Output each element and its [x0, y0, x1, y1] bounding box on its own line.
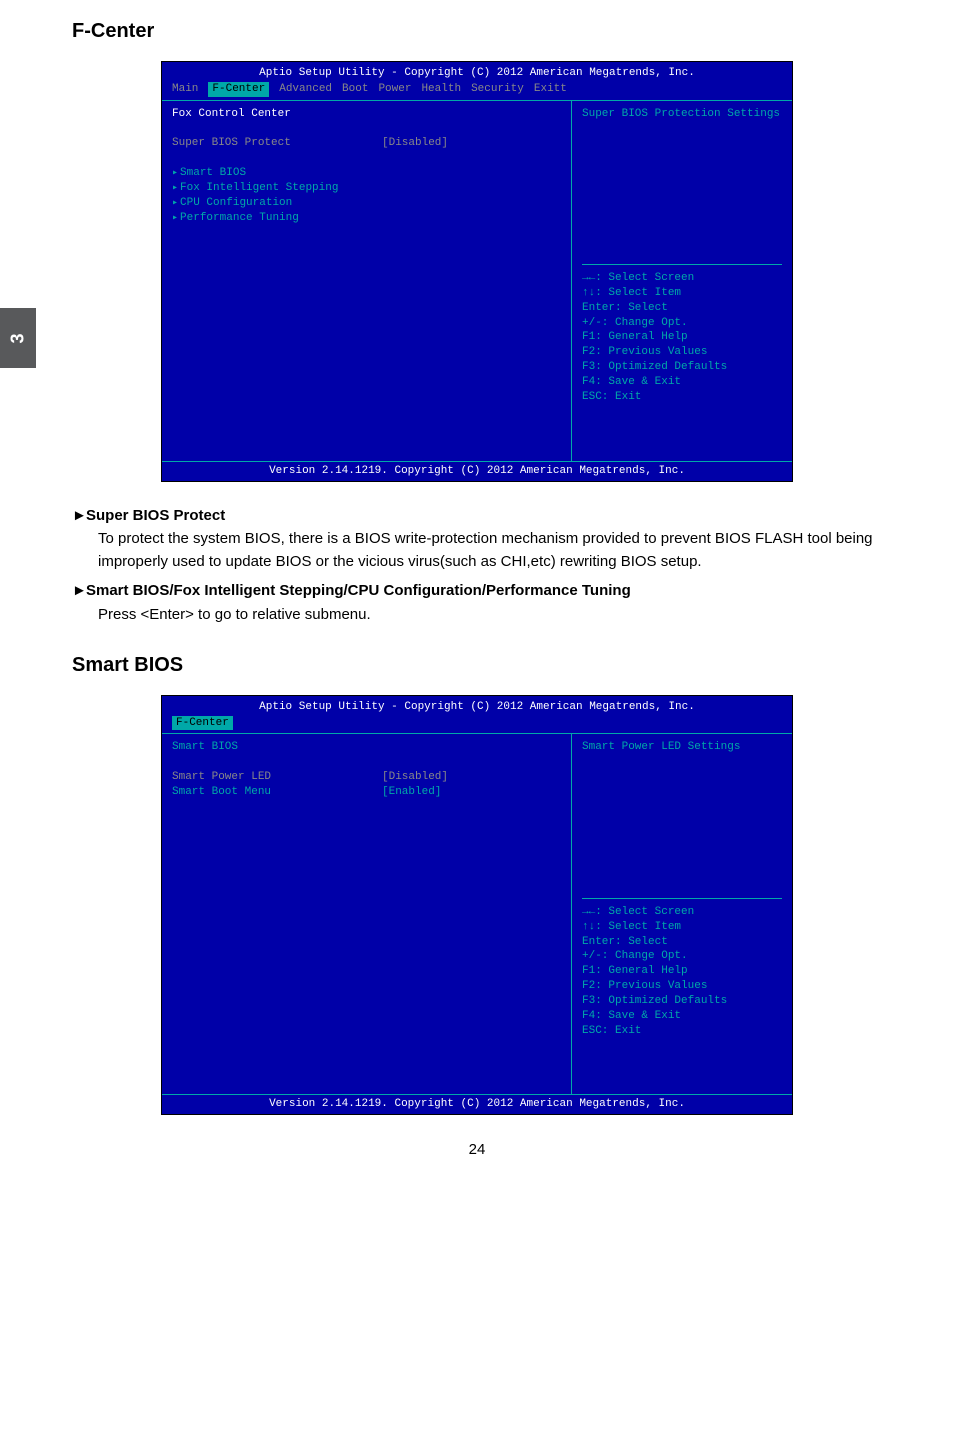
desc-smart-bios-head: ►Smart BIOS/Fox Intelligent Stepping/CPU…	[72, 579, 882, 602]
help-enter-2: Enter: Select	[582, 935, 782, 950]
help-f2: F2: Previous Values	[582, 345, 782, 360]
bios-footer: Version 2.14.1219. Copyright (C) 2012 Am…	[162, 461, 792, 481]
menu-fcenter: F-Center	[208, 82, 269, 97]
submenu-performance: Performance Tuning	[172, 211, 561, 226]
menu-power: Power	[378, 82, 411, 97]
help-description-2: Smart Power LED Settings	[582, 740, 782, 755]
menu-security: Security	[471, 82, 524, 97]
fox-control-center-title: Fox Control Center	[172, 107, 561, 122]
page-number: 24	[72, 1141, 882, 1158]
description-block: ►Super BIOS Protect To protect the syste…	[72, 504, 882, 626]
submenu-smart-bios: Smart BIOS	[172, 166, 561, 181]
help-f4-2: F4: Save & Exit	[582, 1009, 782, 1024]
bios-footer-2: Version 2.14.1219. Copyright (C) 2012 Am…	[162, 1094, 792, 1114]
help-f4: F4: Save & Exit	[582, 375, 782, 390]
bios-menu-bar-2: F-Center	[162, 715, 792, 734]
bios-header-2: Aptio Setup Utility - Copyright (C) 2012…	[162, 696, 792, 715]
help-change-opt: +/-: Change Opt.	[582, 316, 782, 331]
help-f2-2: F2: Previous Values	[582, 979, 782, 994]
bios-menu-bar: Main F-Center Advanced Boot Power Health…	[162, 81, 792, 100]
help-f3: F3: Optimized Defaults	[582, 360, 782, 375]
desc-super-bios-body: To protect the system BIOS, there is a B…	[72, 527, 882, 574]
help-f1: F1: General Help	[582, 330, 782, 345]
help-select-screen: →←: Select Screen	[582, 271, 782, 286]
bios-right-panel-2: Smart Power LED Settings →←: Select Scre…	[572, 734, 792, 1094]
bios-screenshot-fcenter: Aptio Setup Utility - Copyright (C) 2012…	[161, 61, 793, 482]
smart-boot-menu-value: [Enabled]	[382, 785, 561, 800]
smart-power-led-label: Smart Power LED	[172, 770, 382, 785]
help-f1-2: F1: General Help	[582, 964, 782, 979]
smart-power-led-value: [Disabled]	[382, 770, 561, 785]
smart-boot-menu-label: Smart Boot Menu	[172, 785, 382, 800]
help-enter: Enter: Select	[582, 301, 782, 316]
bios-left-panel-2: Smart BIOS Smart Power LED [Disabled] Sm…	[162, 734, 572, 1094]
menu-exit: Exitt	[534, 82, 567, 97]
bios-header: Aptio Setup Utility - Copyright (C) 2012…	[162, 62, 792, 81]
menu-advanced: Advanced	[279, 82, 332, 97]
menu-main: Main	[172, 82, 198, 97]
menu-fcenter-2: F-Center	[172, 716, 233, 731]
help-select-screen-2: →←: Select Screen	[582, 905, 782, 920]
help-change-opt-2: +/-: Change Opt.	[582, 949, 782, 964]
desc-smart-bios-head-text: Smart BIOS/Fox Intelligent Stepping/CPU …	[86, 582, 631, 599]
super-bios-protect-value: [Disabled]	[382, 136, 561, 151]
smart-bios-title: Smart BIOS	[172, 740, 561, 755]
side-tab-number: 3	[7, 333, 28, 343]
bios-screenshot-smart-bios: Aptio Setup Utility - Copyright (C) 2012…	[161, 695, 793, 1116]
desc-super-bios-head: ►Super BIOS Protect	[72, 504, 882, 527]
section-title-fcenter: F-Center	[72, 20, 882, 43]
page-side-tab: 3	[0, 308, 36, 368]
submenu-fox-intelligent: Fox Intelligent Stepping	[172, 181, 561, 196]
help-f3-2: F3: Optimized Defaults	[582, 994, 782, 1009]
submenu-cpu-config: CPU Configuration	[172, 196, 561, 211]
bios-help-keys-2: →←: Select Screen ↑↓: Select Item Enter:…	[582, 898, 782, 1089]
help-select-item: ↑↓: Select Item	[582, 286, 782, 301]
help-esc: ESC: Exit	[582, 390, 782, 405]
desc-smart-bios-body: Press <Enter> to go to relative submenu.	[72, 603, 882, 626]
desc-super-bios-head-text: Super BIOS Protect	[86, 507, 225, 524]
menu-health: Health	[421, 82, 461, 97]
help-esc-2: ESC: Exit	[582, 1024, 782, 1039]
help-description: Super BIOS Protection Settings	[582, 107, 782, 122]
section-title-smart-bios: Smart BIOS	[72, 654, 882, 677]
super-bios-protect-label: Super BIOS Protect	[172, 136, 382, 151]
bios-left-panel: Fox Control Center Super BIOS Protect [D…	[162, 101, 572, 461]
bios-right-panel: Super BIOS Protection Settings →←: Selec…	[572, 101, 792, 461]
help-select-item-2: ↑↓: Select Item	[582, 920, 782, 935]
menu-boot: Boot	[342, 82, 368, 97]
bios-help-keys: →←: Select Screen ↑↓: Select Item Enter:…	[582, 264, 782, 455]
